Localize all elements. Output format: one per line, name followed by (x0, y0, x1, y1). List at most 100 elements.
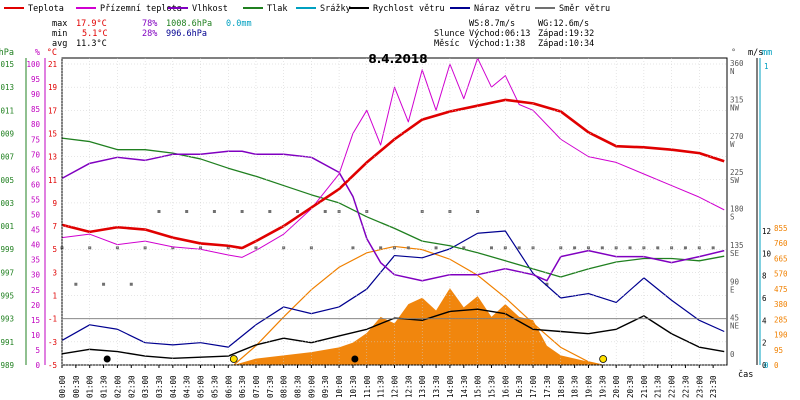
moonrise-marker (103, 355, 111, 363)
tick-hum-20: 100 (26, 60, 40, 69)
x-tick-label-42: 21:00 (640, 375, 649, 398)
wind-dir-point-21 (351, 246, 355, 250)
x-tick-label-31: 15:30 (487, 375, 496, 398)
legend-label-temp: Teplota (28, 4, 64, 14)
stat-min-press: 996.6hPa (166, 29, 207, 39)
x-tick-label-17: 08:30 (294, 375, 303, 398)
info-moon-set: Západ:10:34 (538, 39, 594, 49)
tick-dir-name-8: N (730, 67, 735, 76)
legend-item-wind_gust: Náraz větru (450, 4, 530, 14)
x-tick-label-10: 05:00 (197, 375, 206, 398)
wind-dir-point-41 (628, 246, 632, 250)
tick-sun-1: 95 (774, 346, 783, 355)
tick-dir-name-3: SE (730, 249, 740, 258)
tick-hum-14: 70 (31, 150, 41, 159)
info-ws: WS:8.7m/s (469, 19, 515, 29)
tick-hum-18: 90 (31, 90, 41, 99)
sunrise-marker (229, 355, 238, 363)
tick-sun-8: 760 (774, 239, 788, 248)
stats-block: max 17.9°C 78% 1008.6hPa 0.0mm min 5.1°C… (52, 19, 252, 49)
series-line-temp (61, 98, 725, 250)
x-tick-label-41: 20:30 (626, 375, 635, 398)
tick-hpa-1: 991 (0, 338, 14, 347)
tick-temp-1: -3 (48, 338, 57, 347)
x-tick-label-16: 08:00 (280, 375, 289, 398)
tick-hpa-2: 993 (0, 315, 14, 324)
legend-item-wind_speed: Rychlost větru (349, 4, 445, 14)
info-sun-rise: Východ:06:13 (469, 29, 530, 39)
x-tick-label-0: 00:00 (58, 375, 67, 398)
tick-sun-3: 285 (774, 315, 788, 324)
sun-theory-line (233, 245, 603, 366)
info-wg: WG:12.6m/s (538, 19, 589, 29)
tick-rain-1: 1 (764, 62, 769, 71)
x-tick-label-28: 14:00 (446, 375, 455, 398)
tick-wind-1: 2 (762, 339, 767, 348)
wind-dir-point-1 (74, 282, 78, 286)
tick-sun-0: 0 (774, 361, 779, 370)
x-tick-label-21: 10:30 (349, 375, 358, 398)
wind-dir-point-25 (406, 246, 410, 250)
tick-temp-7: 9 (52, 199, 57, 208)
legend-item-temp: Teplota (4, 4, 64, 14)
stat-max-temp: 17.9°C (76, 19, 107, 29)
tick-hpa-6: 1001 (0, 222, 14, 231)
tick-temp-2: -1 (48, 315, 57, 324)
tick-hum-5: 25 (31, 286, 40, 295)
tick-hum-3: 15 (31, 316, 40, 325)
tick-hpa-3: 995 (0, 292, 14, 301)
stat-avg-temp: 11.3°C (76, 39, 107, 49)
wind-dir-point-27 (434, 246, 438, 250)
tick-hum-15: 75 (31, 135, 40, 144)
tick-hum-0: 0 (35, 361, 40, 370)
legend-item-pressure: Tlak (243, 4, 287, 14)
tick-dir-4: 180 (730, 205, 744, 214)
x-tick-label-26: 13:00 (418, 375, 427, 398)
legend-item-wind_dir: Směr větru (535, 4, 610, 14)
wind-dir-point-9 (185, 210, 189, 213)
axis-label-hum: % (35, 48, 40, 58)
wind-dir-point-43 (656, 246, 660, 250)
x-tick-label-12: 06:00 (224, 375, 233, 398)
tick-hum-10: 50 (31, 211, 41, 220)
x-tick-label-44: 22:00 (668, 375, 677, 398)
x-tick-label-30: 15:00 (474, 375, 483, 398)
x-tick-label-24: 12:00 (391, 375, 400, 398)
x-tick-label-34: 17:00 (529, 375, 538, 398)
tick-wind-4: 8 (762, 272, 767, 281)
stat-max-label: max (52, 19, 67, 29)
x-tick-label-6: 03:00 (141, 375, 150, 398)
chart-title: 8.4.2018 (368, 52, 427, 66)
x-tick-label-20: 10:00 (335, 375, 344, 398)
wind-dir-point-3 (102, 282, 106, 286)
legend-item-ground_temp: Přízemní teplota (76, 4, 182, 14)
tick-temp-13: 21 (48, 60, 57, 69)
tick-sun-2: 190 (774, 331, 788, 340)
x-tick-label-5: 02:30 (127, 375, 136, 398)
stat-rain: 0.0mm (226, 19, 252, 29)
wind-dir-point-19 (323, 210, 327, 213)
info-sun-set: Západ:19:32 (538, 29, 594, 39)
axis-label-wind: m/s (748, 48, 763, 58)
wind-dir-point-5 (129, 282, 133, 286)
x-tick-label-33: 16:30 (515, 375, 524, 398)
wind-dir-point-23 (379, 246, 383, 250)
x-tick-label-25: 12:30 (404, 375, 413, 398)
tick-hum-2: 10 (31, 331, 41, 340)
x-tick-label-9: 04:30 (183, 375, 192, 398)
moonset-marker (351, 355, 359, 363)
info-sun-label: Slunce (434, 29, 465, 39)
x-tick-label-40: 20:00 (612, 375, 621, 398)
tick-dir-2: 90 (730, 277, 740, 286)
tick-temp-8: 11 (48, 176, 57, 185)
series-line-wind_gust (61, 230, 725, 348)
series-line-pressure (61, 137, 725, 278)
legend-item-humidity: Vlhkost (168, 4, 228, 14)
tick-temp-4: 3 (52, 268, 57, 277)
x-tick-label-37: 18:30 (571, 375, 580, 398)
tick-hum-17: 85 (31, 105, 40, 114)
legend-label-wind_speed: Rychlost větru (373, 4, 445, 14)
wind-dir-point-17 (296, 210, 300, 213)
